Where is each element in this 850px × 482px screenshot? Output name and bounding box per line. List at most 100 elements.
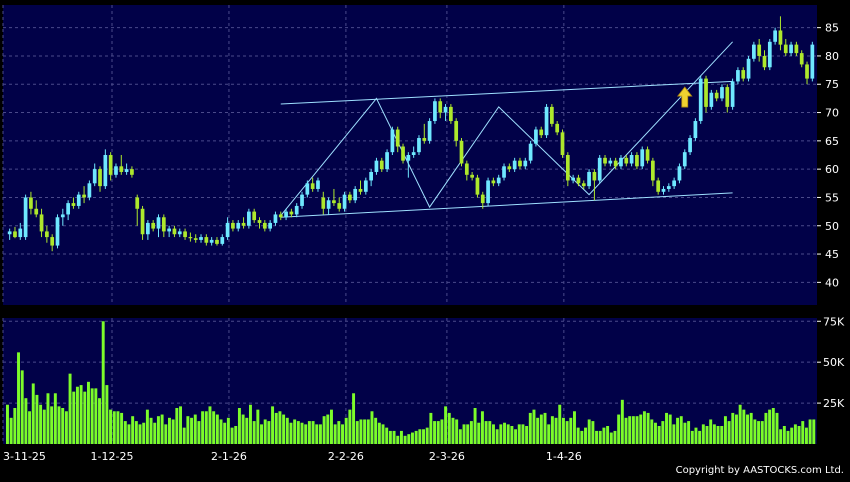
grid xyxy=(2,5,817,444)
price-tick-label: 65 xyxy=(825,135,839,148)
candle-body xyxy=(666,186,671,189)
volume-bar xyxy=(812,419,816,444)
candle-body xyxy=(576,177,581,184)
volume-bar xyxy=(451,417,455,444)
volume-bar xyxy=(532,409,536,444)
volume-bar xyxy=(462,424,466,444)
candle-body xyxy=(746,58,751,79)
candle-body xyxy=(305,183,310,195)
volume-bar xyxy=(731,412,735,444)
volume-bar xyxy=(631,416,635,444)
volume-bar xyxy=(249,404,252,444)
candle-body xyxy=(496,177,501,184)
volume-bar xyxy=(591,421,595,444)
volume-bar xyxy=(779,429,783,444)
volume-bar xyxy=(447,412,451,444)
volume-bar xyxy=(322,416,326,444)
volume-bar xyxy=(61,408,65,444)
candle-body xyxy=(146,222,150,235)
volume-bar xyxy=(760,421,764,444)
candle-body xyxy=(805,64,809,79)
volume-bar xyxy=(528,412,532,444)
candle-body xyxy=(752,44,756,59)
candle-body xyxy=(417,138,421,153)
volume-bar xyxy=(580,430,584,444)
candle-body xyxy=(502,166,506,178)
candle-body xyxy=(401,146,405,161)
volume-bar xyxy=(679,416,683,444)
volume-bar xyxy=(98,398,101,444)
volume-bar xyxy=(458,429,462,444)
candle-body xyxy=(379,160,384,170)
volume-bar xyxy=(94,388,98,444)
volume-bar xyxy=(112,411,116,444)
volume-bar xyxy=(436,421,440,444)
candle-body xyxy=(592,171,597,181)
volume-bar xyxy=(598,430,602,444)
volume-bar xyxy=(768,409,772,444)
candle-body xyxy=(411,152,416,155)
volume-bar xyxy=(39,404,43,444)
candle-body xyxy=(321,197,326,209)
volume-bar xyxy=(330,409,333,444)
candle-body xyxy=(183,231,187,238)
candle-body xyxy=(613,160,618,167)
candle-body xyxy=(794,44,799,54)
volume-bar xyxy=(801,421,805,444)
volume-bar xyxy=(348,409,352,444)
volume-bar xyxy=(179,406,182,444)
volume-bar xyxy=(514,429,518,444)
candle-body xyxy=(539,129,544,136)
volume-bar xyxy=(429,412,433,444)
candle-body xyxy=(161,217,166,232)
volume-bar xyxy=(149,417,153,444)
volume-bar xyxy=(304,424,308,444)
x-tick-label: 2-3-26 xyxy=(429,450,465,463)
x-tick-label: 2-2-26 xyxy=(328,450,364,463)
candle-body xyxy=(736,70,740,82)
candle-body xyxy=(704,78,708,107)
candle-body xyxy=(82,194,86,198)
candle-body xyxy=(427,121,432,141)
candle-body xyxy=(550,106,554,124)
candle-body xyxy=(103,155,108,187)
candle-body xyxy=(268,222,272,229)
candle-body xyxy=(289,211,294,215)
volume-bar xyxy=(377,422,381,444)
volume-bar xyxy=(477,422,481,444)
volume-bar xyxy=(219,419,223,444)
candle-body xyxy=(390,129,395,153)
volume-bar xyxy=(127,424,131,444)
candle-body xyxy=(348,194,352,201)
candle-body xyxy=(587,171,591,187)
candle-body xyxy=(87,183,92,198)
volume-bar xyxy=(138,424,142,444)
volume-bar xyxy=(503,422,506,444)
volume-bar xyxy=(495,429,499,444)
candle-body xyxy=(273,214,278,223)
candle-body xyxy=(656,180,661,192)
volume-bar xyxy=(525,426,529,444)
volume-bar xyxy=(473,408,477,444)
candle-body xyxy=(608,160,613,164)
volume-bar xyxy=(624,417,628,444)
volume-bar xyxy=(665,412,668,444)
candle-body xyxy=(682,152,687,167)
candle-body xyxy=(156,217,161,229)
candle-body xyxy=(741,70,746,79)
candle-body xyxy=(651,160,655,181)
volume-bar xyxy=(282,414,286,444)
candle-body xyxy=(640,149,645,167)
candle-body xyxy=(7,231,12,235)
volume-bar xyxy=(385,427,389,444)
volume-bar xyxy=(444,406,448,444)
volume-bar xyxy=(683,422,687,444)
volume-bar xyxy=(87,381,90,444)
volume-bar xyxy=(543,412,547,444)
volume-bar xyxy=(418,429,422,444)
volume-bar xyxy=(388,430,392,444)
volume-bar xyxy=(307,421,311,444)
candle-body xyxy=(565,155,570,181)
volume-bar xyxy=(635,416,639,444)
volume-bar xyxy=(267,421,271,444)
